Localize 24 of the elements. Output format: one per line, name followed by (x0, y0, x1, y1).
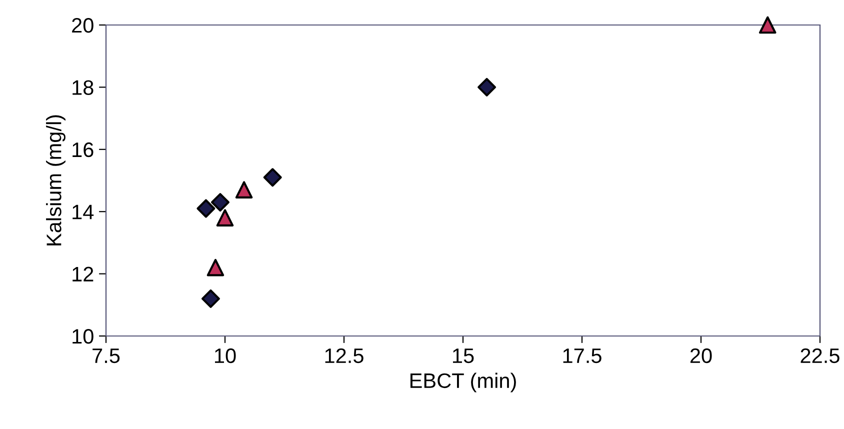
y-tick-label: 16 (72, 142, 94, 158)
x-tick-label: 7.5 (92, 348, 120, 364)
x-tick-label: 15 (453, 348, 474, 364)
x-axis-title: EBCT (min) (410, 372, 516, 392)
x-tick-label: 10 (215, 348, 236, 364)
point (201, 289, 220, 308)
y-tick-label: 10 (72, 329, 94, 344)
point (216, 209, 234, 226)
y-tick-label: 20 (72, 18, 94, 33)
point (210, 193, 230, 212)
point (478, 78, 496, 96)
x-tick-label: 12.5 (325, 348, 364, 364)
y-tick-label: 18 (72, 80, 94, 95)
x-tick-label: 20 (690, 348, 712, 364)
x-tick-label: 17.5 (563, 348, 602, 364)
y-tick-label: 14 (72, 204, 94, 220)
point (235, 181, 253, 198)
point (206, 258, 224, 276)
y-axis-title: Kalsium (mg/l) (46, 115, 66, 246)
y-tick-label: 12 (72, 266, 94, 282)
point (758, 16, 776, 34)
x-tick-label: 22.5 (800, 348, 840, 364)
point (196, 199, 216, 218)
point (263, 168, 282, 187)
